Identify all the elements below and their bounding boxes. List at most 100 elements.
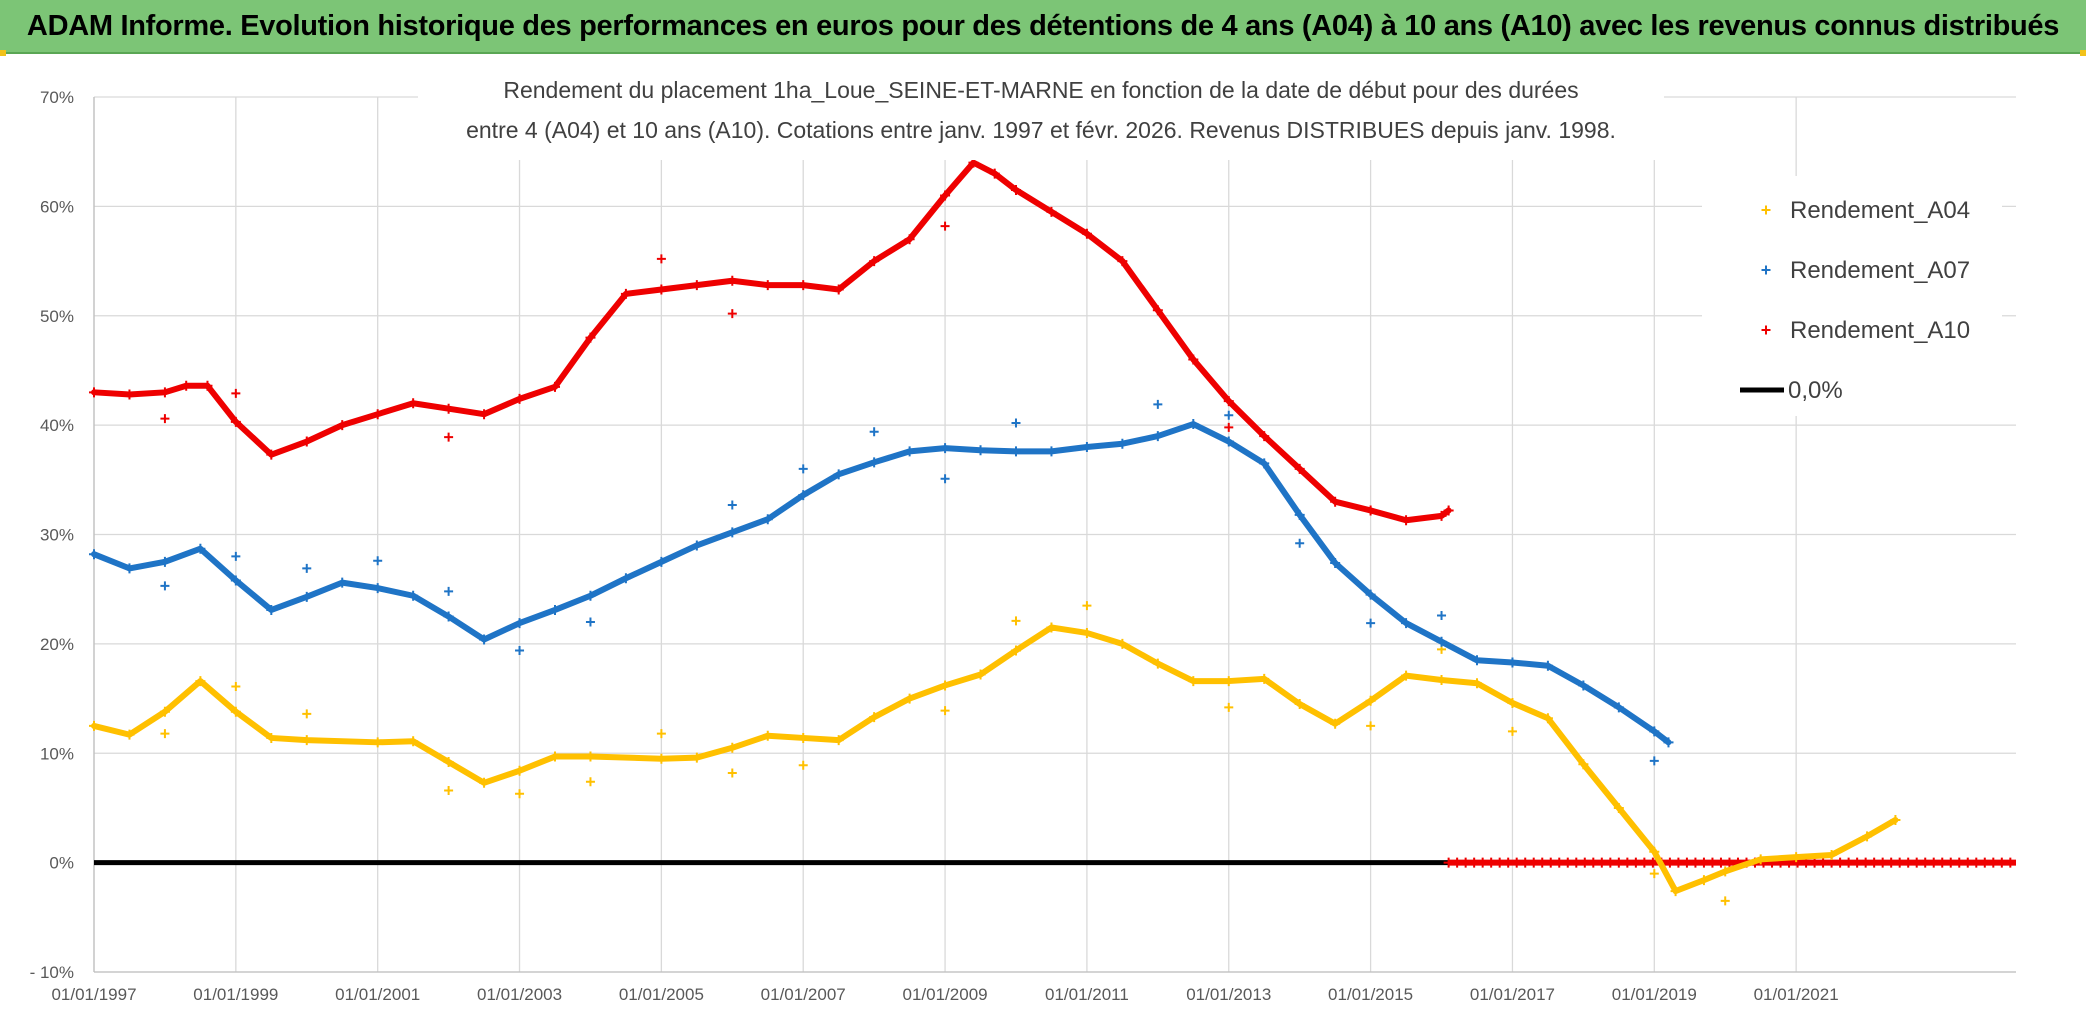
data-point bbox=[1720, 866, 1731, 877]
data-point bbox=[337, 577, 348, 588]
outlier-point bbox=[798, 464, 808, 474]
data-point bbox=[1670, 886, 1681, 897]
data-point bbox=[443, 757, 454, 767]
data-point bbox=[975, 445, 986, 456]
a10-zero-mark bbox=[1622, 857, 1633, 868]
data-point bbox=[1081, 442, 1092, 452]
yield-chart: Rendement du placement 1ha_Loue_SEINE-ET… bbox=[30, 60, 2016, 1004]
data-point bbox=[1259, 673, 1270, 684]
outlier-point bbox=[302, 563, 312, 573]
outlier-point bbox=[444, 432, 454, 442]
outlier-point bbox=[444, 785, 454, 795]
x-tick-label: 01/01/2009 bbox=[903, 985, 988, 1004]
a10-zero-mark bbox=[1486, 857, 1497, 868]
outlier-point bbox=[160, 581, 170, 591]
a10-zero-mark bbox=[1690, 857, 1701, 868]
outlier-point bbox=[727, 500, 737, 510]
a10-zero-mark bbox=[1545, 857, 1556, 868]
data-point bbox=[1436, 510, 1447, 521]
data-point bbox=[989, 168, 1000, 179]
data-point bbox=[1698, 875, 1709, 886]
data-point bbox=[1223, 676, 1234, 687]
outlier-point bbox=[656, 254, 666, 264]
data-point bbox=[691, 540, 702, 551]
a10-zero-mark bbox=[1715, 857, 1726, 868]
data-point bbox=[372, 583, 383, 594]
data-point bbox=[1401, 670, 1412, 681]
outlier-point bbox=[1720, 896, 1730, 906]
a10-zero-mark bbox=[1988, 857, 1999, 868]
data-point bbox=[301, 735, 312, 746]
x-tick-label: 01/01/2011 bbox=[1045, 985, 1129, 1004]
data-point bbox=[1188, 419, 1199, 430]
data-point bbox=[1046, 206, 1057, 217]
x-tick-label: 01/01/2013 bbox=[1186, 985, 1271, 1004]
legend-marker bbox=[1761, 265, 1771, 275]
y-tick-label: 70% bbox=[40, 88, 74, 107]
data-point bbox=[1365, 695, 1376, 706]
data-point bbox=[443, 403, 454, 414]
a10-zero-mark bbox=[1894, 857, 1905, 868]
x-tick-label: 01/01/1997 bbox=[51, 985, 136, 1004]
legend-box bbox=[1702, 176, 2002, 416]
data-point bbox=[195, 543, 206, 554]
x-tick-label: 01/01/2003 bbox=[477, 985, 562, 1004]
series-area bbox=[89, 157, 2016, 906]
outlier-point bbox=[1011, 616, 1021, 626]
a10-zero-mark bbox=[1639, 857, 1650, 868]
a10-zero-mark bbox=[1494, 857, 1505, 868]
data-point bbox=[124, 563, 135, 574]
data-point bbox=[1259, 431, 1270, 442]
data-point bbox=[89, 387, 99, 398]
data-point bbox=[1613, 702, 1624, 713]
data-point bbox=[691, 280, 702, 291]
data-point bbox=[620, 288, 631, 299]
data-point bbox=[1578, 680, 1589, 691]
data-point bbox=[1471, 678, 1482, 689]
a10-zero-mark bbox=[1937, 857, 1948, 868]
data-point bbox=[1010, 645, 1021, 656]
y-tick-label: 30% bbox=[40, 526, 74, 545]
chart-title-line1: Rendement du placement 1ha_Loue_SEINE-ET… bbox=[503, 77, 1578, 103]
outlier-point bbox=[160, 414, 170, 424]
a10-zero-mark bbox=[1971, 857, 1982, 868]
legend-label: Rendement_A04 bbox=[1790, 197, 1970, 224]
a10-zero-mark bbox=[1809, 857, 1820, 868]
data-point bbox=[1117, 638, 1128, 649]
data-point bbox=[266, 732, 277, 743]
data-point bbox=[975, 669, 986, 680]
data-point bbox=[1365, 505, 1376, 516]
data-point bbox=[656, 753, 667, 764]
data-point bbox=[1294, 463, 1305, 474]
data-point bbox=[904, 446, 915, 457]
a10-zero-mark bbox=[1920, 857, 1931, 868]
data-point bbox=[1010, 184, 1021, 195]
data-point bbox=[1401, 618, 1412, 629]
data-point bbox=[89, 720, 99, 731]
series-zero-line bbox=[94, 857, 2016, 868]
outlier-point bbox=[585, 617, 595, 627]
data-point bbox=[1294, 509, 1305, 520]
x-tick-label: 01/01/2021 bbox=[1754, 985, 1839, 1004]
outlier-point bbox=[1224, 410, 1234, 420]
a10-zero-mark bbox=[1537, 857, 1548, 868]
x-tick-label: 01/01/1999 bbox=[193, 985, 278, 1004]
outlier-point bbox=[940, 706, 950, 716]
outlier-point bbox=[444, 586, 454, 596]
a10-zero-mark bbox=[1843, 857, 1854, 868]
data-point bbox=[1613, 802, 1624, 813]
outlier-point bbox=[373, 556, 383, 566]
data-point bbox=[1436, 674, 1447, 685]
outlier-point bbox=[515, 789, 525, 799]
data-point bbox=[833, 284, 844, 295]
outlier-point bbox=[585, 777, 595, 787]
data-point bbox=[762, 730, 773, 741]
a10-zero-mark bbox=[1511, 857, 1522, 868]
data-point bbox=[408, 590, 419, 601]
data-point bbox=[585, 751, 596, 762]
data-point bbox=[1152, 305, 1163, 316]
data-point bbox=[1046, 446, 1057, 457]
data-point bbox=[1081, 627, 1092, 638]
y-tick-label: 20% bbox=[40, 635, 74, 654]
chart-title-line2: entre 4 (A04) et 10 ans (A10). Cotations… bbox=[466, 117, 1616, 143]
